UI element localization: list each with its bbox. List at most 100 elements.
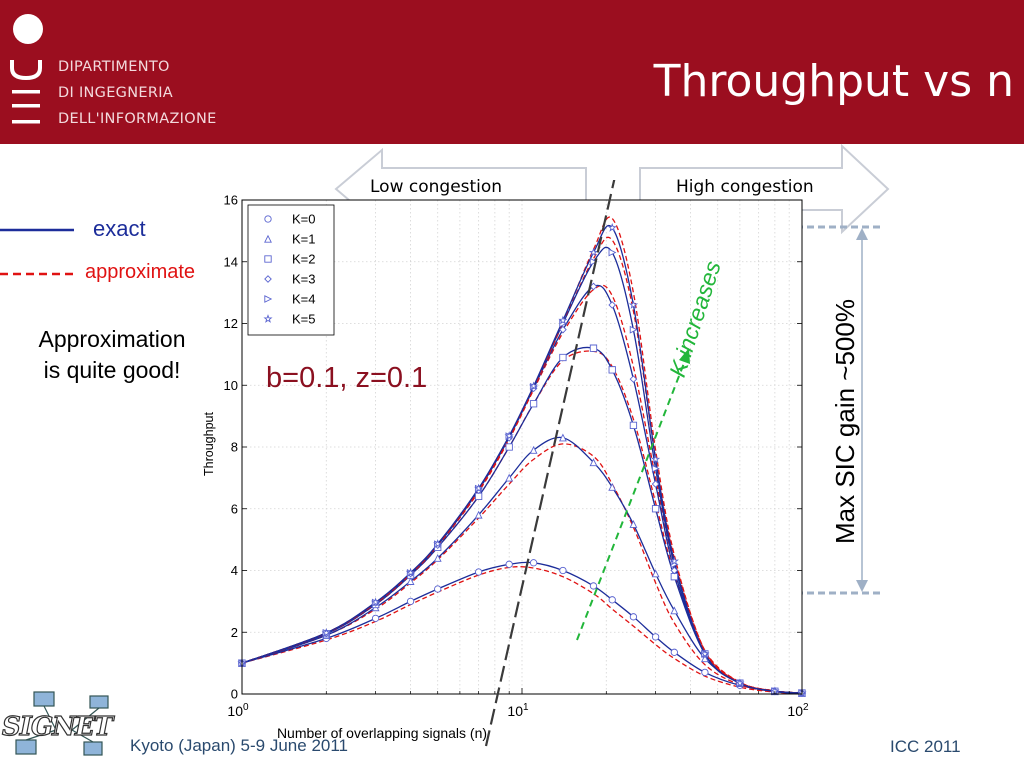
data-point (670, 648, 678, 656)
low-congestion-label: Low congestion (370, 177, 503, 197)
data-point (589, 458, 598, 467)
legend-label: K=5 (292, 312, 316, 327)
data-point (735, 678, 745, 688)
x-tick-label: 100 (227, 702, 249, 719)
signet-logo-text: SIGNET (1, 711, 113, 742)
y-tick-label: 6 (231, 501, 238, 516)
y-tick-label: 0 (231, 687, 238, 702)
university-logo-icon (10, 14, 43, 124)
y-tick-label: 8 (231, 440, 238, 455)
data-point (474, 510, 483, 519)
y-axis-label: Throughput (202, 412, 216, 476)
footer-conference: ICC 2011 (890, 737, 961, 756)
data-point (370, 597, 381, 607)
footer-location: Kyoto (Japan) 5-9 June 2011 (130, 736, 348, 755)
data-point (559, 325, 567, 334)
peak-trend-line (484, 180, 616, 747)
approx-line (241, 566, 803, 695)
data-point (607, 223, 617, 232)
data-point (264, 295, 273, 303)
max-sic-gain-label: Max SIC gain ~500% (830, 299, 860, 544)
data-point (670, 606, 679, 615)
note-line-1: Approximation (38, 326, 186, 352)
data-point (406, 597, 415, 606)
data-point (629, 325, 638, 334)
data-point (529, 445, 538, 454)
dept-line-1: DIPARTIMENTO (58, 59, 170, 75)
slide-title: Throughput vs n (653, 56, 1014, 107)
gain-span-arrowhead-top (856, 228, 868, 240)
data-point (589, 257, 598, 266)
data-point (651, 569, 660, 578)
data-point (669, 556, 679, 566)
legend-entry: K=4 (264, 292, 316, 307)
y-tick-label: 16 (224, 193, 238, 208)
legend-entry: K=2 (264, 252, 316, 267)
data-point (433, 539, 443, 548)
data-point (371, 614, 380, 623)
data-point (528, 381, 539, 391)
department-name: DIPARTIMENTO DI INGEGNERIA DELL'INFORMAZ… (58, 54, 217, 132)
data-point (505, 443, 513, 451)
data-point (629, 375, 638, 383)
data-point (670, 566, 679, 575)
approx-line (241, 284, 803, 694)
data-point (608, 301, 617, 309)
data-point (264, 234, 272, 243)
legend-entry: K=1 (264, 232, 316, 247)
y-tick-label: 4 (231, 563, 238, 578)
legend-label: K=4 (292, 292, 316, 307)
data-point (589, 582, 598, 590)
data-point (608, 596, 616, 604)
legend-exact-label: exact (93, 216, 146, 241)
chart-overlay (484, 180, 690, 747)
data-point (608, 366, 616, 374)
data-point (629, 421, 638, 430)
legend-label: K=0 (292, 212, 316, 227)
data-point (650, 454, 661, 464)
data-point (504, 431, 514, 440)
data-point (628, 300, 639, 309)
data-point (264, 215, 272, 223)
markers-k5 (237, 223, 807, 697)
dept-line-3: DELL'INFORMAZIONE (58, 111, 217, 127)
x-tick-label: 102 (787, 702, 809, 719)
legend-box (247, 204, 335, 336)
data-point (505, 473, 514, 482)
parameter-label: b=0.1, z=0.1 (266, 362, 428, 394)
x-axis-label: Number of overlapping signals (n) (277, 725, 487, 741)
chart-legend: K=0 K=1 K=2 K=3 K=4 K=5 (247, 204, 335, 336)
data-point (406, 577, 415, 585)
data-point (474, 492, 483, 501)
data-point (701, 668, 709, 677)
y-tick-label: 2 (231, 625, 238, 640)
data-point (558, 315, 568, 325)
data-point (405, 567, 416, 577)
chart-axes: 0 2 4 6 8 10 12 14 16 100 101 102 (224, 193, 809, 720)
data-point (651, 480, 660, 488)
data-point (434, 585, 442, 593)
data-point (608, 248, 617, 257)
high-congestion-label: High congestion (676, 177, 814, 197)
legend-approximate-label: approximate (85, 261, 196, 283)
dept-line-2: DI INGEGNERIA (58, 85, 173, 101)
data-point (505, 560, 513, 568)
data-point (264, 275, 272, 283)
data-point (589, 344, 598, 352)
data-point (529, 400, 538, 408)
x-tick-label: 101 (507, 702, 529, 719)
data-point (474, 483, 484, 493)
data-point (629, 519, 638, 528)
signet-logo-icon (15, 691, 109, 756)
data-point (264, 255, 272, 263)
data-point (700, 654, 709, 663)
data-point (651, 633, 660, 641)
header-bar: DIPARTIMENTO DI INGEGNERIA DELL'INFORMAZ… (0, 0, 1024, 144)
note-line-2: is quite good! (43, 357, 181, 383)
data-point (263, 314, 273, 323)
legend-entry: K=0 (264, 212, 316, 227)
data-point (559, 353, 567, 362)
approx-line (241, 443, 803, 695)
y-tick-label: 10 (224, 378, 238, 393)
